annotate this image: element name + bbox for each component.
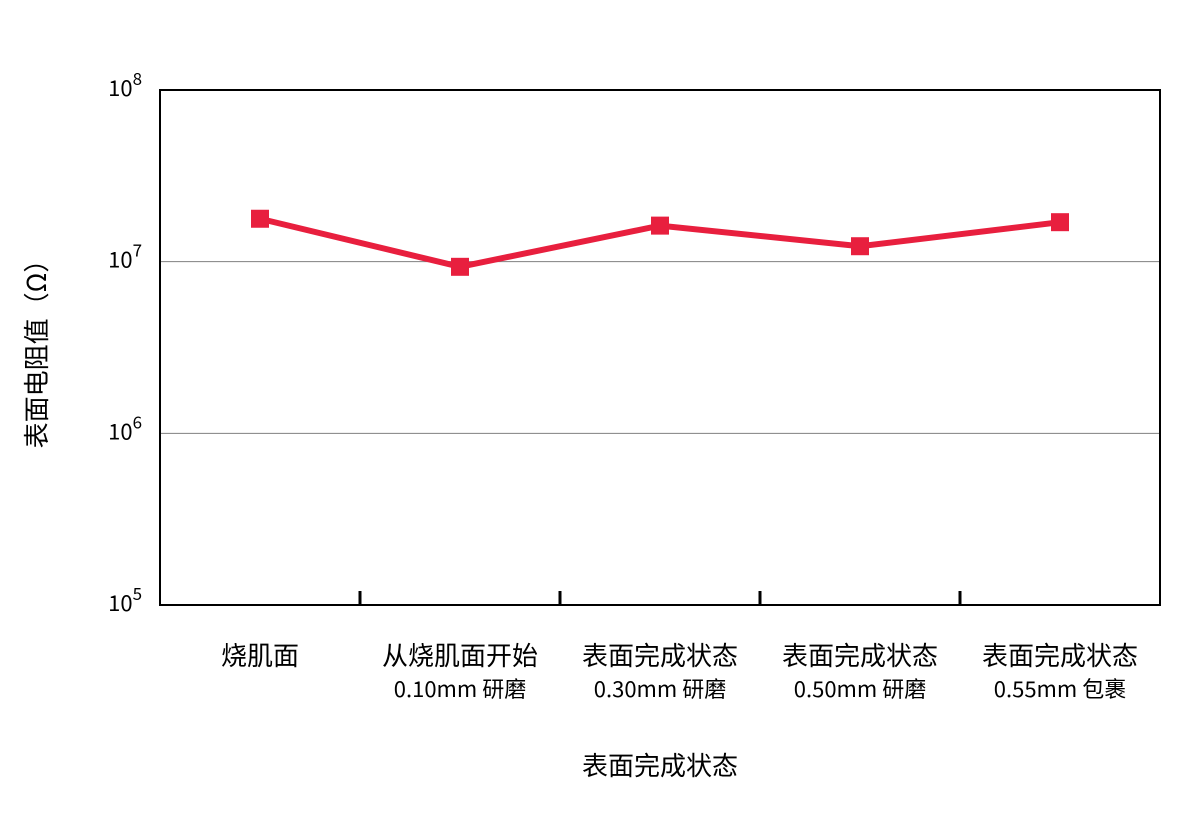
chart-svg: 105106107108表面电阻值（Ω）烧肌面从烧肌面开始0.10mm 研磨表面… (0, 0, 1200, 820)
svg-text:烧肌面: 烧肌面 (221, 636, 299, 673)
svg-text:表面完成状态: 表面完成状态 (782, 636, 938, 673)
svg-text:0.50mm 研磨: 0.50mm 研磨 (794, 672, 926, 704)
svg-text:从烧肌面开始: 从烧肌面开始 (382, 636, 538, 673)
svg-text:表面完成状态: 表面完成状态 (582, 636, 738, 673)
svg-text:表面完成状态: 表面完成状态 (582, 746, 738, 783)
svg-text:0.30mm 研磨: 0.30mm 研磨 (594, 672, 726, 704)
svg-text:0.55mm 包裹: 0.55mm 包裹 (994, 672, 1126, 704)
svg-text:表面电阻值（Ω）: 表面电阻值（Ω） (17, 247, 54, 449)
svg-text:表面完成状态: 表面完成状态 (982, 636, 1138, 673)
svg-text:0.10mm 研磨: 0.10mm 研磨 (394, 672, 526, 704)
resistance-line-chart: 105106107108表面电阻值（Ω）烧肌面从烧肌面开始0.10mm 研磨表面… (0, 0, 1200, 820)
